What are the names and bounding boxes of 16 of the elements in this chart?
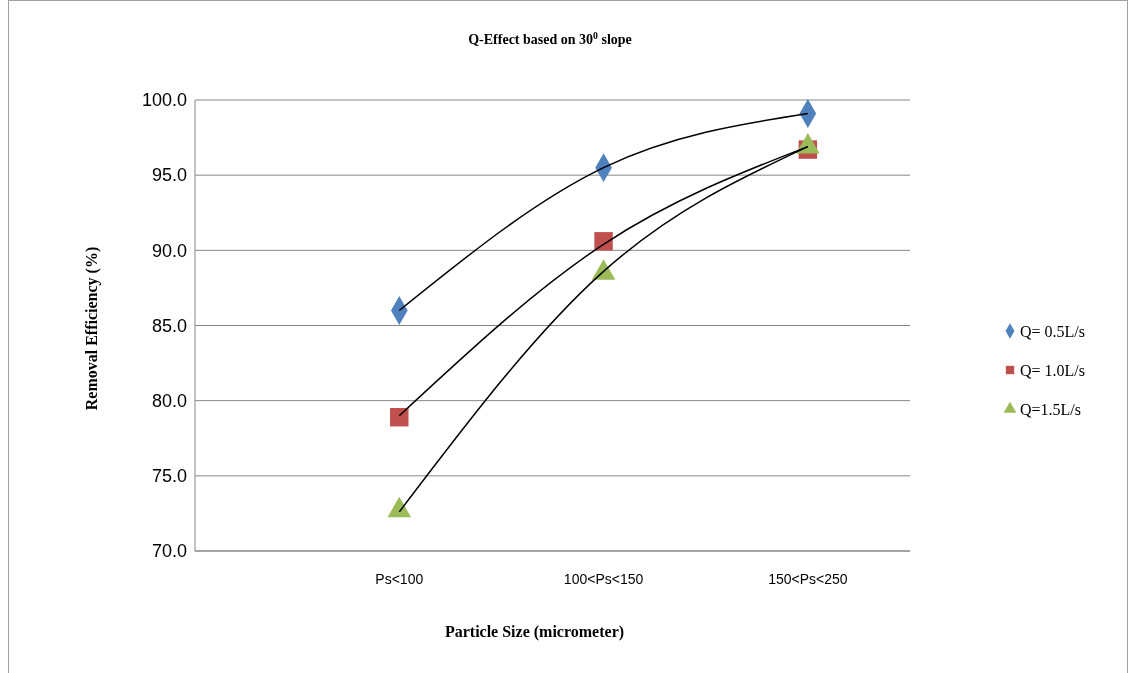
x-axis-title: Particle Size (micrometer) xyxy=(444,623,625,641)
y-tick-label: 95.0 xyxy=(151,165,187,186)
x-tick-label: Ps<100 xyxy=(375,571,424,587)
y-axis-title: Removal Efficiency (%) xyxy=(83,246,101,411)
y-tick-label: 80.0 xyxy=(151,390,187,411)
legend-label: Q=1.5L/s xyxy=(1020,400,1082,418)
legend-label: Q= 0.5L/s xyxy=(1020,322,1086,340)
y-tick-label: 75.0 xyxy=(151,466,187,487)
y-tick-label: 85.0 xyxy=(151,315,187,336)
chart-title: Q-Effect based on 30$^{0}$ slope xyxy=(468,29,632,47)
y-tick-label: 100.0 xyxy=(141,90,187,111)
y-tick-label: 70.0 xyxy=(151,541,187,562)
y-tick-label: 90.0 xyxy=(151,240,187,261)
legend-label: Q= 1.0L/s xyxy=(1020,361,1086,379)
x-tick-label: 100<Ps<150 xyxy=(563,571,644,587)
x-tick-label: 150<Ps<250 xyxy=(768,571,848,587)
